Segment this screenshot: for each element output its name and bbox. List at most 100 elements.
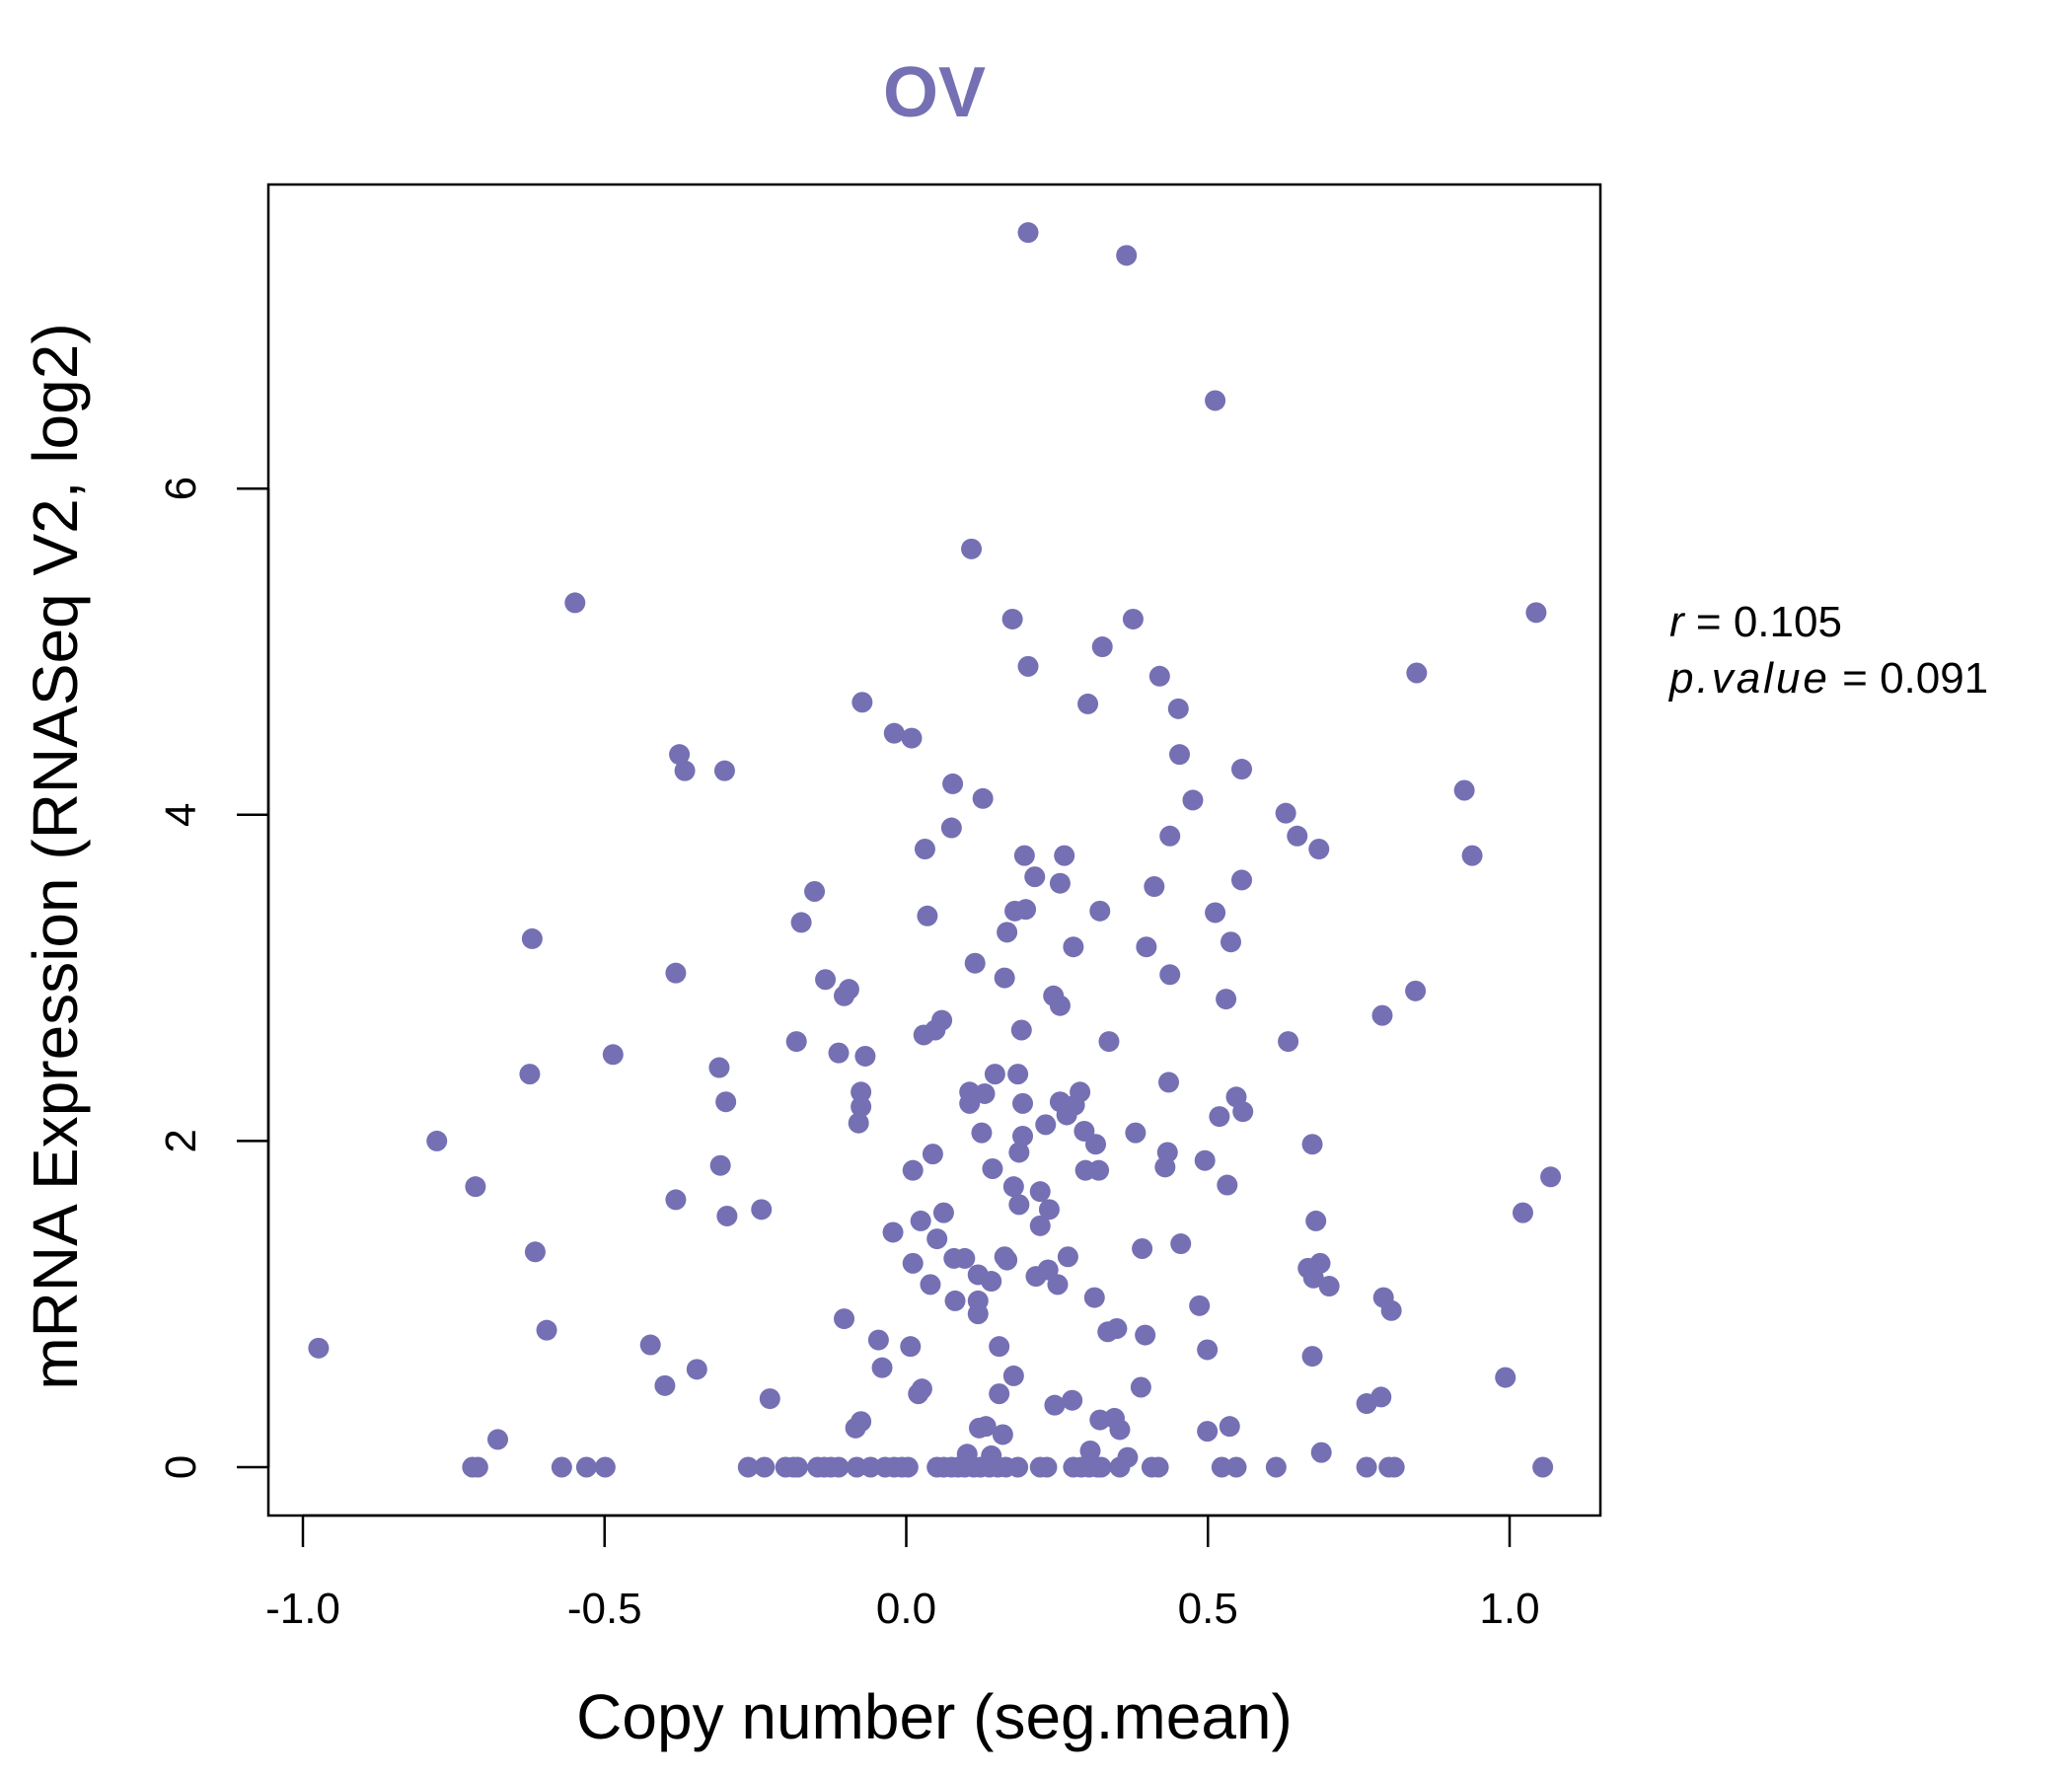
data-point bbox=[1036, 1456, 1058, 1478]
data-point bbox=[1301, 1346, 1323, 1368]
data-point bbox=[1217, 1174, 1238, 1196]
data-point bbox=[1125, 1122, 1147, 1144]
data-point bbox=[519, 1064, 541, 1085]
data-point bbox=[1310, 1442, 1332, 1463]
data-point bbox=[1025, 1266, 1047, 1288]
data-point bbox=[1205, 390, 1226, 411]
data-point bbox=[1001, 608, 1023, 629]
data-point bbox=[713, 760, 735, 781]
data-point bbox=[1047, 1274, 1069, 1295]
data-point bbox=[594, 1456, 616, 1478]
data-point bbox=[897, 1456, 919, 1478]
data-point bbox=[536, 1319, 557, 1341]
data-point bbox=[994, 1246, 1015, 1268]
data-point bbox=[786, 1456, 808, 1478]
data-point bbox=[871, 1357, 893, 1378]
data-point bbox=[997, 922, 1018, 943]
x-tick-label: 0.5 bbox=[1178, 1585, 1238, 1633]
data-point bbox=[1130, 1376, 1151, 1398]
data-point bbox=[1305, 1210, 1327, 1231]
data-point bbox=[1197, 1339, 1219, 1361]
data-point bbox=[981, 1271, 1002, 1293]
data-point bbox=[1209, 1106, 1230, 1128]
data-point bbox=[1090, 1456, 1112, 1478]
data-point bbox=[828, 1456, 850, 1478]
data-point bbox=[716, 1205, 738, 1226]
y-axis-label: mRNA Expression (RNASeq V2, log2) bbox=[20, 323, 91, 1389]
data-point bbox=[1302, 1267, 1324, 1289]
data-point bbox=[914, 839, 935, 860]
data-point bbox=[1318, 1276, 1340, 1297]
data-point bbox=[1063, 936, 1084, 958]
data-point bbox=[1197, 1421, 1219, 1443]
x-axis-label: Copy number (seg.mean) bbox=[576, 1681, 1293, 1752]
data-point bbox=[815, 969, 837, 991]
data-point bbox=[1265, 1456, 1287, 1478]
data-point bbox=[654, 1374, 676, 1396]
data-point bbox=[709, 1154, 731, 1176]
chart-title: OV bbox=[883, 53, 986, 132]
data-point bbox=[1230, 869, 1252, 891]
data-point bbox=[920, 1274, 941, 1295]
data-point bbox=[1122, 608, 1144, 629]
data-point bbox=[1079, 1440, 1101, 1461]
data-point bbox=[785, 1031, 807, 1053]
data-point bbox=[901, 727, 923, 749]
y-tick-label: 2 bbox=[157, 1129, 205, 1152]
data-point bbox=[1083, 1287, 1105, 1308]
data-point bbox=[1356, 1456, 1377, 1478]
data-point bbox=[1097, 1321, 1119, 1343]
data-point bbox=[883, 722, 905, 744]
data-point bbox=[1356, 1393, 1377, 1415]
data-point bbox=[1091, 636, 1113, 658]
data-point bbox=[989, 1383, 1010, 1405]
correlation-annotation: r = 0.105 bbox=[1669, 598, 1842, 646]
y-axis: 0 2 4 6 bbox=[157, 477, 270, 1479]
data-point bbox=[972, 787, 994, 809]
data-point bbox=[1049, 995, 1071, 1016]
data-point bbox=[1002, 1176, 1024, 1198]
data-point bbox=[942, 773, 964, 794]
data-point bbox=[1044, 1394, 1066, 1416]
data-point bbox=[908, 1383, 929, 1405]
data-point bbox=[1232, 1101, 1254, 1123]
data-point bbox=[994, 967, 1015, 989]
data-point bbox=[790, 912, 812, 933]
x-tick-label: -1.0 bbox=[265, 1585, 340, 1633]
data-point bbox=[487, 1429, 509, 1450]
data-point bbox=[854, 1045, 876, 1067]
data-point bbox=[465, 1176, 486, 1198]
data-point bbox=[913, 1024, 934, 1046]
y-tick-label: 0 bbox=[157, 1455, 205, 1479]
data-point bbox=[1007, 1456, 1029, 1478]
data-point bbox=[1098, 1031, 1120, 1053]
data-point bbox=[1029, 1181, 1051, 1203]
data-point bbox=[759, 1388, 780, 1410]
data-point bbox=[1029, 1215, 1051, 1236]
data-point bbox=[1054, 845, 1075, 866]
data-point bbox=[308, 1337, 330, 1359]
data-point bbox=[1132, 1237, 1153, 1259]
data-point bbox=[751, 1199, 773, 1221]
data-point bbox=[1158, 1072, 1180, 1093]
data-point bbox=[851, 1096, 872, 1118]
data-point bbox=[1154, 1156, 1176, 1178]
data-point bbox=[974, 1082, 996, 1104]
data-point bbox=[1512, 1202, 1533, 1223]
data-point bbox=[971, 1122, 993, 1144]
data-point bbox=[639, 1334, 661, 1356]
data-point bbox=[1077, 693, 1099, 714]
data-point bbox=[1038, 1199, 1060, 1221]
data-point bbox=[669, 744, 691, 766]
data-point bbox=[1383, 1456, 1405, 1478]
data-point bbox=[665, 1189, 687, 1211]
x-tick-label: 0.0 bbox=[876, 1585, 936, 1633]
data-point bbox=[1008, 1194, 1030, 1216]
data-point bbox=[1013, 845, 1035, 866]
data-point bbox=[902, 1252, 924, 1274]
data-point bbox=[1182, 789, 1204, 811]
data-point bbox=[1144, 876, 1165, 898]
data-point bbox=[1147, 1456, 1169, 1478]
data-point bbox=[926, 1228, 948, 1250]
data-point bbox=[954, 1247, 976, 1269]
